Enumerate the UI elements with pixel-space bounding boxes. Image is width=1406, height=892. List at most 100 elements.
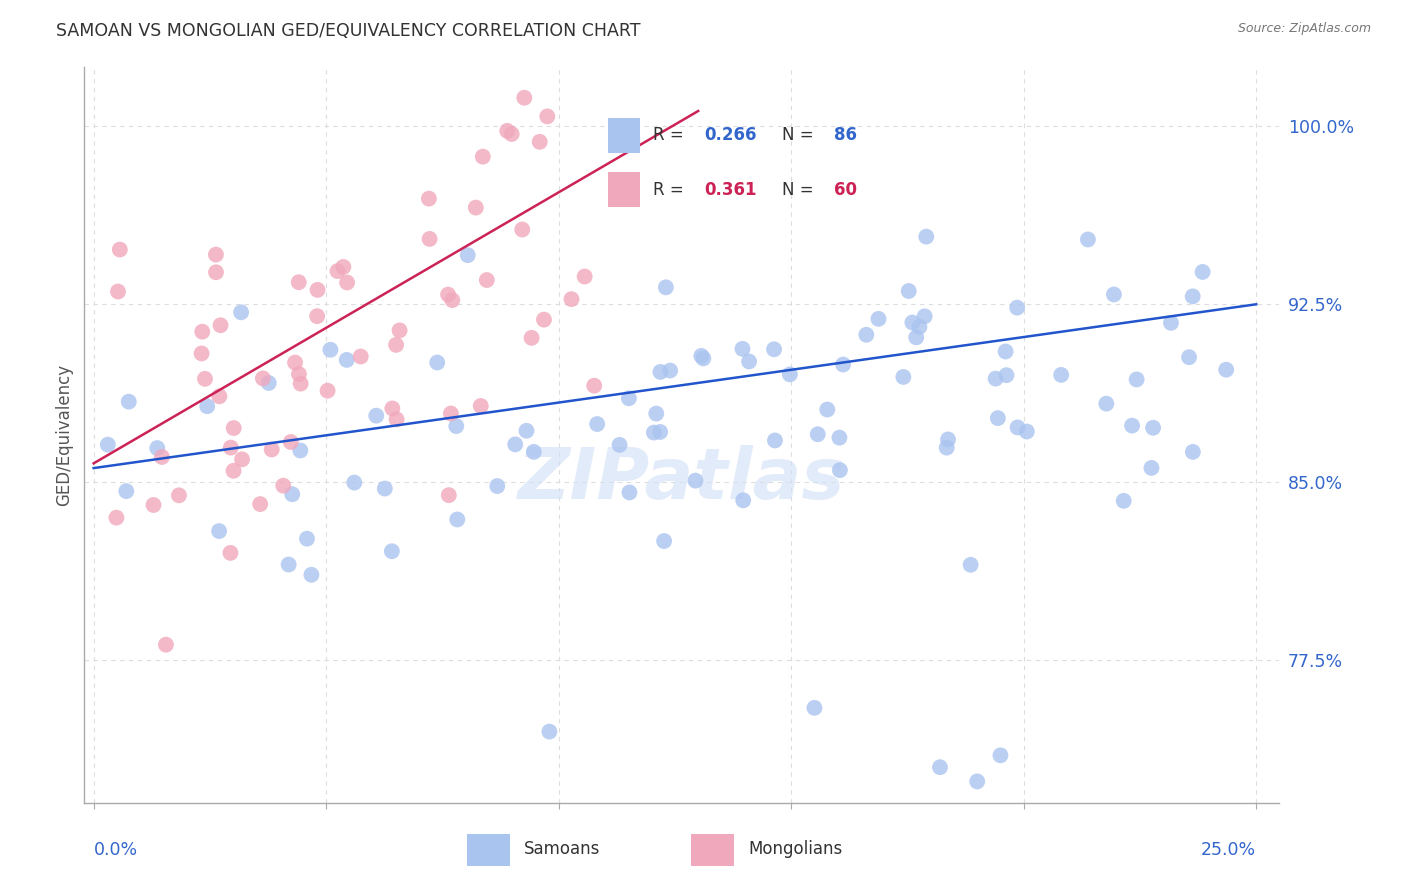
Point <box>271 478 294 492</box>
Point <box>1160 316 1182 330</box>
Point <box>295 532 318 546</box>
Point <box>381 401 404 416</box>
Point <box>1191 265 1213 279</box>
Point <box>655 280 678 294</box>
Point <box>935 441 957 455</box>
Point <box>692 351 714 366</box>
Point <box>280 435 302 450</box>
Point <box>1007 420 1029 434</box>
Point <box>560 292 582 306</box>
Point <box>897 284 920 298</box>
Point <box>307 309 329 323</box>
Point <box>107 285 129 299</box>
Point <box>471 150 494 164</box>
Point <box>650 365 672 379</box>
Point <box>284 355 307 369</box>
Point <box>520 331 543 345</box>
Point <box>209 318 232 333</box>
Point <box>523 445 546 459</box>
Point <box>446 512 468 526</box>
Point <box>1181 289 1204 303</box>
Point <box>336 276 359 290</box>
Point <box>281 487 304 501</box>
Point <box>815 402 838 417</box>
Point <box>1015 425 1038 439</box>
Point <box>1005 301 1028 315</box>
Point <box>966 774 988 789</box>
Point <box>219 546 242 560</box>
Point <box>260 442 283 457</box>
Point <box>828 431 851 445</box>
Point <box>475 273 498 287</box>
Point <box>287 275 309 289</box>
Point <box>288 367 311 381</box>
Point <box>249 497 271 511</box>
Point <box>583 378 606 392</box>
Point <box>609 438 631 452</box>
Point <box>1215 362 1237 376</box>
Point <box>105 510 128 524</box>
Point <box>115 484 138 499</box>
Point <box>486 479 509 493</box>
Point <box>586 417 609 431</box>
Point <box>984 371 1007 385</box>
Point <box>219 441 242 455</box>
Point <box>194 372 217 386</box>
Point <box>828 463 851 477</box>
Point <box>252 371 274 385</box>
Point <box>205 265 228 279</box>
Point <box>190 346 212 360</box>
Point <box>316 384 339 398</box>
Point <box>650 425 672 439</box>
Point <box>901 316 924 330</box>
Point <box>914 310 936 324</box>
Point <box>470 399 492 413</box>
Point <box>936 433 959 447</box>
Point <box>738 354 761 368</box>
Point <box>503 437 526 451</box>
Point <box>1102 287 1125 301</box>
Point <box>1121 418 1143 433</box>
Point <box>205 247 228 261</box>
Point <box>574 269 596 284</box>
Point <box>146 441 169 455</box>
Point <box>929 760 952 774</box>
Point <box>1112 493 1135 508</box>
Point <box>290 443 312 458</box>
Point <box>995 368 1018 383</box>
Point <box>617 391 640 405</box>
Point <box>208 524 231 538</box>
Point <box>366 409 388 423</box>
Point <box>290 376 312 391</box>
Point <box>277 558 299 572</box>
Point <box>891 370 914 384</box>
Point <box>1142 421 1164 435</box>
Point <box>446 419 468 434</box>
Point <box>191 325 214 339</box>
Point <box>990 748 1012 763</box>
Point <box>501 127 523 141</box>
Point <box>987 411 1010 425</box>
Point <box>418 192 440 206</box>
Point <box>908 319 931 334</box>
Text: 0.0%: 0.0% <box>94 841 138 859</box>
Point <box>1140 461 1163 475</box>
Text: SAMOAN VS MONGOLIAN GED/EQUIVALENCY CORRELATION CHART: SAMOAN VS MONGOLIAN GED/EQUIVALENCY CORR… <box>56 22 641 40</box>
Point <box>855 327 877 342</box>
Point <box>959 558 981 572</box>
Point <box>510 222 533 236</box>
Point <box>307 283 329 297</box>
Point <box>385 338 408 352</box>
Point <box>731 342 754 356</box>
Point <box>457 248 479 262</box>
Point <box>685 474 707 488</box>
Point <box>1178 350 1201 364</box>
Point <box>426 355 449 369</box>
Point <box>832 358 855 372</box>
Point <box>208 389 231 403</box>
Point <box>915 229 938 244</box>
Point <box>195 399 218 413</box>
Point <box>529 135 551 149</box>
Point <box>733 493 755 508</box>
Point <box>763 343 786 357</box>
